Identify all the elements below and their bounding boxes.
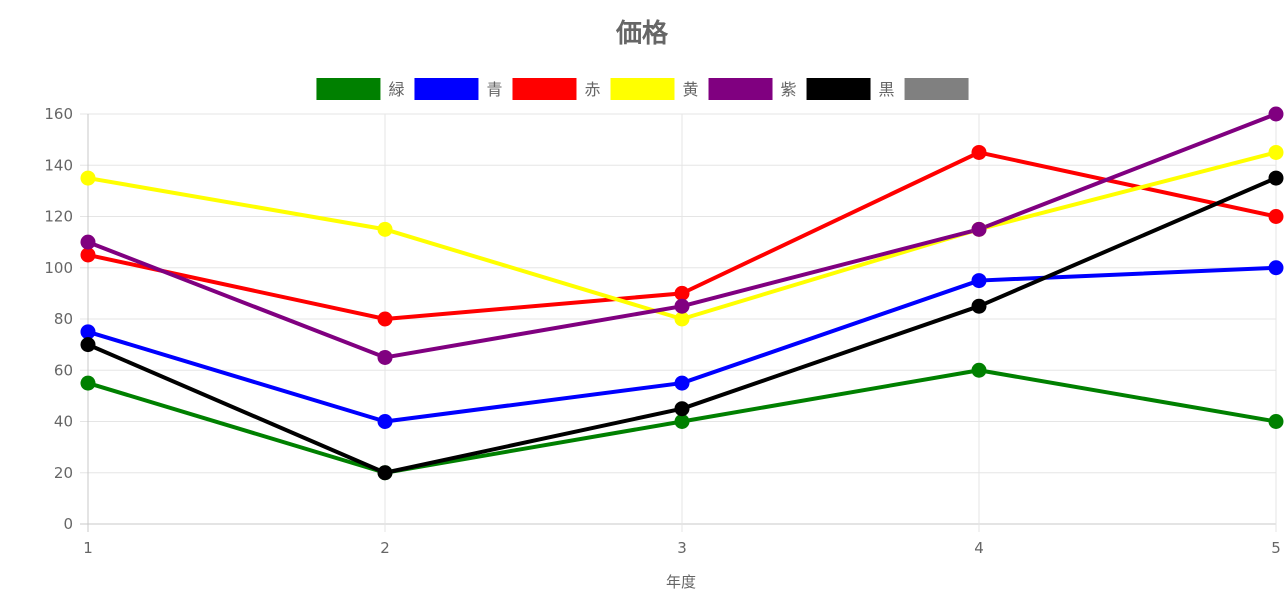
data-point xyxy=(971,144,987,160)
legend-label: 紫 xyxy=(781,80,797,99)
x-tick-label: 3 xyxy=(677,539,687,557)
data-point xyxy=(674,414,690,429)
data-point xyxy=(1268,260,1284,276)
y-tick-label: 0 xyxy=(63,515,73,533)
chart-title: 価格 xyxy=(615,18,669,49)
data-point xyxy=(377,311,393,327)
legend-item[interactable]: 黒 xyxy=(806,78,895,100)
data-point xyxy=(971,298,987,314)
data-point xyxy=(971,221,987,237)
legend-label: 黄 xyxy=(683,80,699,99)
data-point xyxy=(80,234,96,250)
legend-swatch xyxy=(610,78,675,100)
data-point xyxy=(80,247,96,263)
y-tick-label: 80 xyxy=(54,310,73,328)
x-tick-label: 1 xyxy=(83,539,93,557)
y-tick-label: 60 xyxy=(54,361,73,379)
legend-swatch xyxy=(904,78,969,100)
legend-label: 青 xyxy=(486,80,502,99)
series-points xyxy=(80,106,1284,481)
y-tick-label: 20 xyxy=(54,464,73,482)
legend-item[interactable]: 紫 xyxy=(708,78,797,100)
y-tick-label: 160 xyxy=(44,105,73,123)
legend-item[interactable]: 緑 xyxy=(316,78,404,100)
legend-swatch xyxy=(414,78,479,100)
data-point xyxy=(1268,414,1284,429)
data-point xyxy=(674,401,690,417)
x-axis-title: 年度 xyxy=(666,573,696,591)
data-point xyxy=(674,311,690,327)
data-point xyxy=(377,465,393,481)
legend-swatch xyxy=(316,78,381,100)
data-point xyxy=(971,273,987,289)
data-point xyxy=(1268,144,1284,160)
legend-label: 赤 xyxy=(584,80,600,99)
legend-label: 緑 xyxy=(388,80,404,99)
legend-swatch xyxy=(512,78,577,100)
data-point xyxy=(674,298,690,314)
legend-swatch xyxy=(708,78,773,100)
x-tick-label: 2 xyxy=(380,539,390,557)
x-tick-label: 4 xyxy=(974,539,984,557)
legend-label: 黒 xyxy=(879,80,895,99)
data-point xyxy=(1268,209,1284,224)
data-point xyxy=(674,285,690,301)
legend-item[interactable]: 黄 xyxy=(610,78,699,100)
data-point xyxy=(377,221,393,237)
y-tick-label: 120 xyxy=(44,208,73,226)
data-point xyxy=(377,349,393,365)
y-axis-ticks: 0 20 40 60 80 100 120 140 160 xyxy=(44,105,73,533)
legend-item[interactable] xyxy=(904,78,969,100)
data-point xyxy=(377,414,393,429)
data-point xyxy=(80,170,96,186)
data-point xyxy=(80,375,96,391)
data-point xyxy=(80,324,96,340)
legend-swatch xyxy=(806,78,871,100)
data-point xyxy=(80,337,96,353)
data-point xyxy=(1268,170,1284,186)
data-point xyxy=(971,362,987,378)
y-tick-label: 40 xyxy=(54,413,73,431)
x-tick-label: 5 xyxy=(1271,539,1281,557)
data-point xyxy=(1268,106,1284,122)
data-point xyxy=(674,375,690,391)
legend-item[interactable]: 青 xyxy=(414,78,502,100)
x-axis-ticks: 1 2 3 4 5 xyxy=(83,539,1281,557)
legend: 緑青赤黄紫黒 xyxy=(316,78,969,100)
y-tick-label: 140 xyxy=(44,156,73,174)
legend-item[interactable]: 赤 xyxy=(512,78,601,100)
y-tick-label: 100 xyxy=(44,259,73,277)
